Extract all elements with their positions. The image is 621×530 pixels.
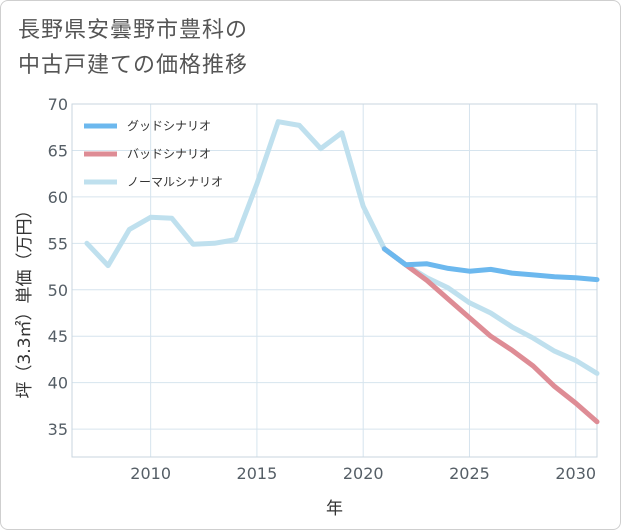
y-tick-label-40: 40 — [48, 374, 68, 393]
series-line-0 — [381, 246, 600, 283]
y-tick-label-50: 50 — [48, 281, 68, 300]
x-axis-ticks: 2010 2015 2020 2025 2030 — [130, 464, 596, 483]
x-axis-title: 年 — [326, 499, 343, 519]
x-tick-label-2020: 2020 — [343, 464, 384, 483]
y-axis-ticks: 35 40 45 50 55 60 65 70 — [48, 95, 68, 439]
legend-label-1: バッドシナリオ — [127, 147, 211, 161]
y-tick-label-45: 45 — [48, 327, 68, 346]
legend-label-2: ノーマルシナリオ — [127, 175, 223, 189]
y-tick-label-55: 55 — [48, 234, 68, 253]
x-tick-label-2030: 2030 — [555, 464, 596, 483]
y-tick-label-70: 70 — [48, 95, 68, 114]
chart-title-line-1: 長野県安曇野市豊科の — [18, 18, 249, 43]
x-tick-label-2010: 2010 — [130, 464, 171, 483]
x-tick-label-2015: 2015 — [237, 464, 278, 483]
x-tick-label-2025: 2025 — [449, 464, 490, 483]
chart-title-line-2: 中古戸建ての価格推移 — [18, 53, 249, 78]
chart-title: 長野県安曇野市豊科の 中古戸建ての価格推移 — [18, 13, 578, 83]
y-tick-label-35: 35 — [48, 420, 68, 439]
y-tick-label-60: 60 — [48, 188, 68, 207]
series-lines — [84, 119, 600, 425]
legend-label-0: グッドシナリオ — [127, 119, 211, 133]
y-axis-title: 坪（3.3㎡）単価（万円） — [15, 201, 35, 398]
series-line-2 — [84, 119, 600, 376]
series-line-1 — [381, 246, 600, 425]
y-tick-label-65: 65 — [48, 141, 68, 160]
